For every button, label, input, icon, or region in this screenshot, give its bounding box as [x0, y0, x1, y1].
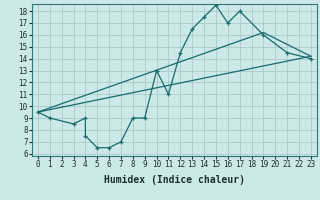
X-axis label: Humidex (Indice chaleur): Humidex (Indice chaleur)	[104, 175, 245, 185]
